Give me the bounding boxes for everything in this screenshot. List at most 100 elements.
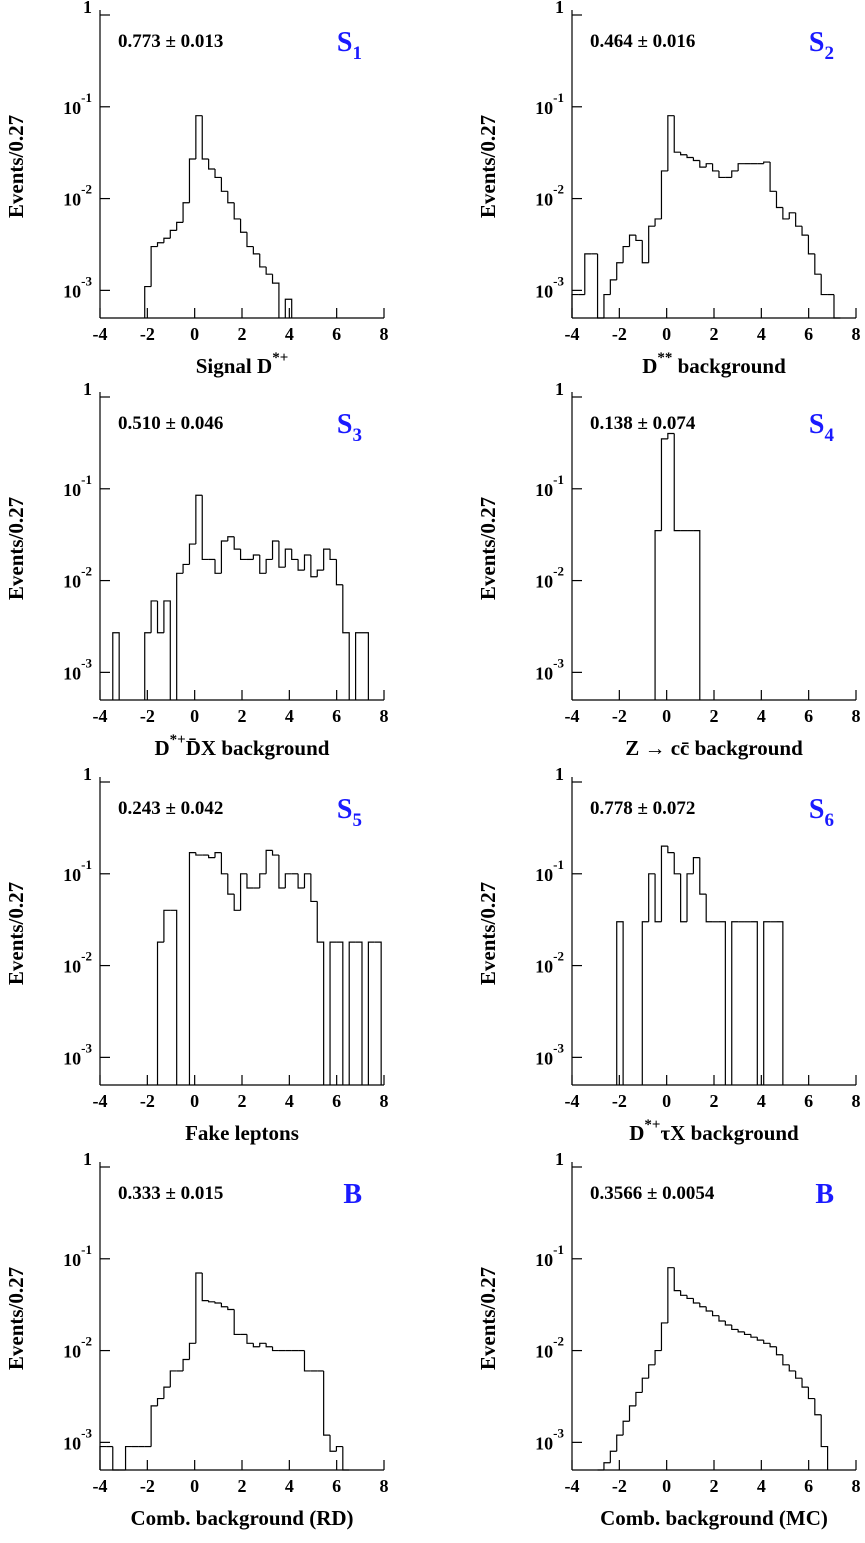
histogram-bin bbox=[603, 1462, 611, 1470]
y-tick-exponent: -1 bbox=[553, 90, 564, 105]
y-tick-label: 1 bbox=[83, 379, 92, 399]
annotation: 0.464 ± 0.016 bbox=[590, 31, 695, 52]
histogram-bin bbox=[680, 873, 688, 923]
histogram-bin bbox=[686, 1295, 694, 1300]
histogram-bin bbox=[252, 246, 260, 255]
y-tick-label: 10-1 bbox=[535, 1242, 564, 1270]
histogram-bin bbox=[571, 293, 579, 318]
histogram-bin bbox=[239, 549, 247, 561]
x-tick-label: 0 bbox=[190, 324, 199, 344]
histogram-bin bbox=[628, 234, 636, 247]
y-tick-exponent: -2 bbox=[553, 949, 564, 964]
x-tick-label: -4 bbox=[93, 1476, 108, 1496]
x-tick-label: 4 bbox=[757, 324, 766, 344]
x-tick-label: -2 bbox=[140, 324, 155, 344]
histogram-bin bbox=[699, 160, 707, 168]
x-tick-label: 4 bbox=[757, 706, 766, 726]
histogram-bin bbox=[686, 154, 694, 159]
y-tick-label: 10-2 bbox=[63, 182, 92, 210]
histogram-bin bbox=[265, 266, 273, 275]
x-axis-label: Signal D*+ bbox=[196, 350, 289, 378]
y-tick-base: 10 bbox=[535, 1342, 553, 1362]
y-tick-label: 10-3 bbox=[535, 655, 564, 683]
histogram-bin bbox=[233, 536, 241, 550]
histogram-bin bbox=[667, 846, 675, 854]
panel-tag: S3 bbox=[337, 409, 362, 446]
histogram-bin bbox=[622, 245, 630, 263]
histogram-bin bbox=[654, 218, 662, 227]
x-label-text: D̄X background bbox=[186, 736, 330, 760]
histogram-bin bbox=[641, 921, 649, 1085]
histogram-bin bbox=[278, 540, 286, 568]
x-axis-label: D** background bbox=[642, 350, 786, 378]
x-tick-label: -4 bbox=[93, 1091, 108, 1111]
histogram-bin bbox=[214, 559, 222, 574]
histogram-bin bbox=[144, 632, 152, 700]
histogram-bin bbox=[609, 279, 617, 295]
y-tick-base: 10 bbox=[63, 98, 81, 118]
histogram-bin bbox=[718, 1315, 726, 1322]
y-tick-label: 1 bbox=[555, 0, 564, 17]
panel-tag-text: S bbox=[809, 794, 825, 825]
annotation: 0.3566 ± 0.0054 bbox=[590, 1183, 715, 1204]
histogram-bin bbox=[188, 543, 196, 565]
y-tick-label: 10-1 bbox=[63, 472, 92, 500]
annotation: 0.773 ± 0.013 bbox=[118, 31, 223, 52]
y-tick-exponent: -3 bbox=[553, 1040, 564, 1055]
x-label-text: Comb. background (RD) bbox=[130, 1506, 353, 1530]
histogram-bin bbox=[291, 549, 299, 561]
x-label-text: D bbox=[642, 354, 657, 378]
histogram-bin bbox=[648, 1364, 656, 1379]
histogram-bin bbox=[176, 221, 184, 231]
y-tick-exponent: -3 bbox=[553, 1425, 564, 1440]
histogram-bin bbox=[763, 921, 771, 1085]
x-tick-label: 0 bbox=[190, 1476, 199, 1496]
histogram-bin bbox=[628, 1405, 636, 1422]
histogram-bin bbox=[603, 293, 611, 318]
histogram-bin bbox=[227, 873, 235, 895]
y-tick-base: 10 bbox=[63, 865, 81, 885]
x-tick-label: 4 bbox=[757, 1091, 766, 1111]
histogram-bin bbox=[310, 554, 318, 578]
x-label-text: Fake leptons bbox=[185, 1121, 299, 1145]
histogram-bin bbox=[227, 1306, 235, 1311]
x-tick-label: 4 bbox=[285, 324, 294, 344]
histogram-bin bbox=[692, 1298, 700, 1304]
x-tick-label: -2 bbox=[140, 1476, 155, 1496]
histogram-bin bbox=[156, 242, 164, 247]
annotation: 0.243 ± 0.042 bbox=[118, 798, 223, 819]
x-axis-label: Comb. background (RD) bbox=[130, 1506, 353, 1530]
x-label-text: Signal D bbox=[196, 354, 272, 378]
y-tick-exponent: -3 bbox=[81, 273, 92, 288]
histogram-bin bbox=[316, 569, 324, 577]
panel-tag-sub: 5 bbox=[353, 810, 363, 831]
histogram-bin bbox=[271, 1346, 279, 1352]
histogram-bin bbox=[769, 1343, 777, 1348]
histogram-bin bbox=[782, 1354, 790, 1366]
x-label-sup: *+ bbox=[272, 350, 288, 366]
y-tick-base: 10 bbox=[63, 1433, 81, 1453]
x-tick-label: -4 bbox=[565, 1476, 580, 1496]
annotation: 0.510 ± 0.046 bbox=[118, 413, 223, 434]
x-tick-label: -2 bbox=[612, 1091, 627, 1111]
y-tick-exponent: -2 bbox=[81, 949, 92, 964]
histogram-bin bbox=[724, 1321, 732, 1326]
histogram-bin bbox=[163, 1386, 171, 1399]
x-tick-label: 2 bbox=[710, 706, 719, 726]
histogram-bin bbox=[150, 600, 158, 633]
x-tick-label: -4 bbox=[93, 324, 108, 344]
y-tick-label: 10-3 bbox=[535, 1040, 564, 1068]
y-axis-label: Events/0.27 bbox=[476, 882, 500, 985]
histogram-bin bbox=[750, 1334, 758, 1338]
histogram-bin bbox=[737, 163, 745, 171]
histogram-bin bbox=[271, 540, 279, 560]
histogram-bin bbox=[156, 600, 164, 634]
y-tick-exponent: -3 bbox=[81, 1040, 92, 1055]
histogram-bin bbox=[259, 253, 267, 268]
histogram-bin bbox=[342, 584, 350, 700]
histogram-bin bbox=[220, 540, 228, 574]
histogram-bin bbox=[323, 1370, 331, 1436]
histogram-bin bbox=[303, 873, 311, 889]
x-tick-label: 2 bbox=[238, 1476, 247, 1496]
